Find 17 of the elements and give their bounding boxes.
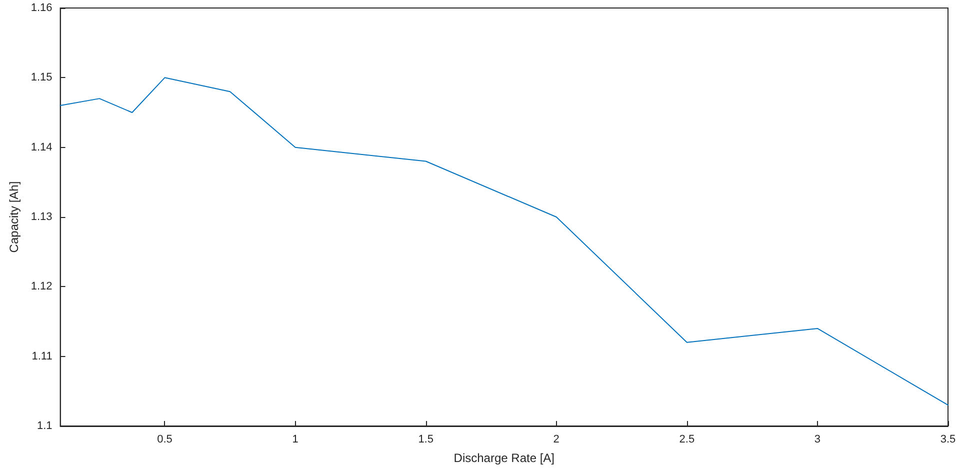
y-tick-label: 1.11 xyxy=(32,350,52,362)
x-axis-title: Discharge Rate [A] xyxy=(454,451,555,465)
x-tick-label: 0.5 xyxy=(157,434,172,446)
x-tick-label: 1 xyxy=(292,434,298,446)
x-tick-label: 3 xyxy=(814,434,821,446)
y-axis-title: Capacity [Ah] xyxy=(7,181,21,253)
line-series xyxy=(60,77,948,406)
x-tick-label: 3.5 xyxy=(940,434,956,446)
y-tick-label: 1.12 xyxy=(30,280,52,293)
y-tick-label: 1.13 xyxy=(30,211,52,223)
y-tick-label: 1.15 xyxy=(30,72,52,84)
y-tick-label: 1.16 xyxy=(30,2,52,14)
x-tick-label: 2 xyxy=(553,434,560,446)
y-tick-label: 1.1 xyxy=(37,420,52,432)
y-tick-label: 1.14 xyxy=(30,141,52,154)
x-tick-label: 1.5 xyxy=(418,434,434,446)
x-tick-label: 2.5 xyxy=(679,434,695,446)
